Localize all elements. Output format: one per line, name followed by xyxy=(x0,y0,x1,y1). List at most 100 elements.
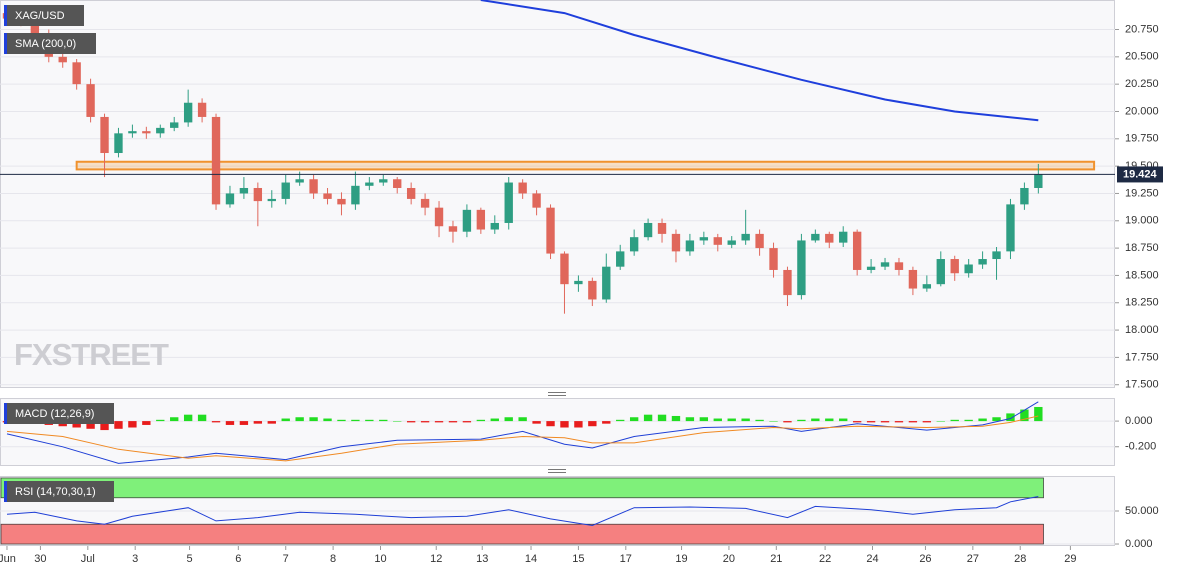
x-tick-label: 8 xyxy=(330,553,336,565)
watermark: FXSTREET xyxy=(14,337,169,372)
x-tick-label: 10 xyxy=(374,553,386,565)
candle-body xyxy=(936,259,945,285)
histogram-bar xyxy=(950,419,959,422)
candle-body xyxy=(1006,204,1015,252)
y-tick-label: 20.250 xyxy=(1125,78,1159,90)
sma-line xyxy=(480,0,1039,122)
candle-body xyxy=(797,240,806,296)
rsi-band xyxy=(0,477,1044,499)
histogram-bar xyxy=(323,418,332,422)
candle-body xyxy=(992,251,1001,260)
histogram-bar xyxy=(741,418,750,422)
histogram-bar xyxy=(1020,409,1029,422)
candle-body xyxy=(713,237,722,245)
candle-body xyxy=(866,266,876,270)
histogram-bar xyxy=(880,421,890,423)
candle-body xyxy=(727,240,736,245)
histogram-bar xyxy=(783,421,792,423)
legend-box xyxy=(4,33,96,54)
histogram-bar xyxy=(476,419,486,422)
y-tick-label: 20.000 xyxy=(1125,105,1159,117)
candle-body xyxy=(267,198,276,202)
legend-label: MACD (12,26,9) xyxy=(15,408,94,420)
histogram-bar xyxy=(448,421,458,423)
histogram-bar xyxy=(365,419,374,422)
candle-body xyxy=(379,179,388,183)
resistance-zone xyxy=(75,160,1096,171)
panel xyxy=(0,398,1115,466)
histogram-bar xyxy=(239,421,249,425)
histogram-bar xyxy=(1006,413,1015,422)
histogram-bar xyxy=(671,415,681,422)
histogram-bar xyxy=(142,421,151,425)
histogram-bar xyxy=(546,421,555,427)
x-tick-label: 30 xyxy=(34,553,46,565)
candle-body xyxy=(225,193,235,205)
rsi-line xyxy=(6,496,1039,527)
x-tick-label: 27 xyxy=(967,553,979,565)
histogram-bar xyxy=(295,417,304,422)
candle-body xyxy=(337,198,346,205)
histogram-bar xyxy=(434,421,444,423)
x-tick-label: 22 xyxy=(819,553,831,565)
histogram-bar xyxy=(755,419,764,422)
candle-body xyxy=(156,127,165,134)
histogram-bar xyxy=(1034,406,1043,422)
candle-body xyxy=(741,233,750,241)
histogram-bar xyxy=(420,421,430,423)
x-tick-label: 12 xyxy=(430,553,442,565)
candle-body xyxy=(462,209,472,232)
candle-body xyxy=(434,207,444,227)
x-tick-label: 6 xyxy=(235,553,241,565)
candle-body xyxy=(532,193,541,208)
candle-body xyxy=(183,102,193,123)
candle-body xyxy=(1020,187,1029,205)
x-tick-label: 15 xyxy=(572,553,584,565)
histogram-bar xyxy=(616,419,625,422)
y-tick-label: 0.000 xyxy=(1125,415,1153,427)
candle-body xyxy=(964,264,973,274)
histogram-bar xyxy=(588,421,597,427)
histogram-bar xyxy=(309,417,318,422)
candle-body xyxy=(58,56,67,63)
rsi-band xyxy=(0,523,1044,545)
legend-marker xyxy=(4,403,7,424)
candle-body xyxy=(783,269,792,296)
candle-body xyxy=(574,280,583,285)
candle-body xyxy=(560,253,569,285)
histogram-bar xyxy=(211,421,221,423)
candle-body xyxy=(142,131,151,134)
legend-marker xyxy=(4,5,7,26)
histogram-bar xyxy=(183,414,193,422)
x-tick-label: 13 xyxy=(476,553,488,565)
histogram-bar xyxy=(170,417,179,422)
histogram-bar xyxy=(406,421,416,423)
candle-body xyxy=(295,179,304,183)
candle-body xyxy=(852,231,862,270)
candle-body xyxy=(769,248,778,270)
candle-body xyxy=(839,231,848,243)
histogram-bar xyxy=(574,421,583,428)
legend-box xyxy=(4,5,84,26)
candle-body xyxy=(281,182,290,199)
candle-body xyxy=(476,209,486,230)
histogram-bar xyxy=(908,421,918,423)
histogram-bar xyxy=(936,421,945,422)
histogram-bar xyxy=(825,418,834,422)
y-tick-label: 17.500 xyxy=(1125,379,1159,391)
candle-body xyxy=(950,259,959,274)
candle-body xyxy=(100,116,109,154)
candle-body xyxy=(114,133,123,154)
histogram-bar xyxy=(393,421,402,422)
candle-body xyxy=(699,237,709,241)
macd-line xyxy=(6,401,1039,464)
histogram-bar xyxy=(992,417,1001,422)
y-tick-label: -0.200 xyxy=(1125,441,1156,453)
candle-body xyxy=(239,187,249,194)
x-tick-label: 24 xyxy=(866,553,878,565)
candle-body xyxy=(811,233,820,241)
histogram-bar xyxy=(337,419,346,422)
candle-body xyxy=(170,122,179,128)
histogram-bar xyxy=(657,414,667,422)
